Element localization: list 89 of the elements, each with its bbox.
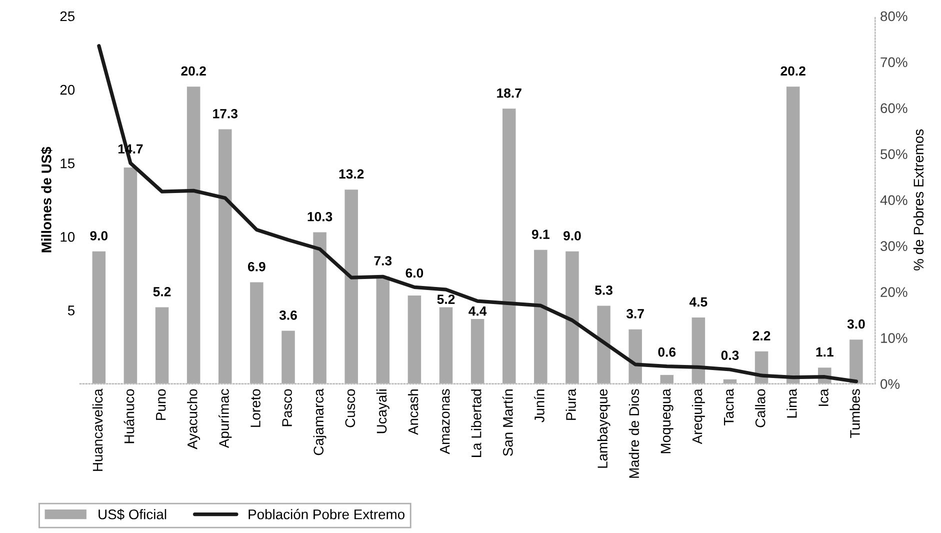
bar [566, 251, 579, 384]
x-tick-label: San Martín [502, 390, 513, 456]
bar [534, 250, 548, 384]
data-label: 3.0 [847, 319, 865, 329]
x-tick-label: La Libertad [471, 390, 482, 457]
bar [439, 307, 453, 384]
data-label: 4.4 [468, 306, 487, 316]
x-tick-label: Ucayali [376, 390, 390, 434]
data-label: 3.7 [626, 309, 644, 318]
data-label: 6.9 [248, 262, 266, 272]
legend-label: US$ Oficial [98, 508, 166, 520]
x-tick-label: Cusco [345, 389, 356, 428]
y2-tick-label: 60% [880, 103, 908, 114]
bar [250, 282, 264, 384]
x-tick-label: Apurímac [218, 388, 232, 448]
data-label: 20.2 [780, 66, 806, 76]
y-tick-label: 20 [60, 84, 75, 95]
data-label: 9.0 [90, 231, 108, 240]
x-tick-label: Cajamarca [313, 388, 326, 456]
y2-axis-title: % de Pobres Extremos [913, 129, 924, 270]
x-tick-label: Huancavelica [92, 388, 103, 471]
x-tick-label: Tumbes [850, 389, 860, 438]
data-label: 5.2 [153, 286, 171, 296]
x-tick-label: Puno [156, 389, 166, 420]
bar [502, 108, 516, 384]
bar [344, 190, 358, 384]
y2-tick-label: 30% [880, 241, 908, 252]
data-label: 9.0 [564, 231, 581, 240]
data-label: 3.6 [279, 310, 297, 320]
x-tick-label: Madre de Dios [628, 389, 640, 478]
data-label: 17.3 [213, 108, 238, 118]
y-tick-label: 5 [68, 306, 75, 316]
bar [124, 168, 138, 384]
data-label: 6.0 [406, 268, 424, 278]
data-label: 9.1 [532, 230, 550, 239]
bar [786, 86, 800, 384]
x-tick-label: Pasco [282, 389, 292, 426]
bar [155, 307, 169, 384]
x-tick-label: Lima [786, 388, 797, 418]
legend-label: Población Pobre Extremo [248, 508, 404, 520]
data-label: 10.3 [308, 212, 332, 222]
x-tick-label: Lambayeque [597, 389, 610, 468]
bar [282, 330, 295, 384]
data-label: 7.3 [374, 256, 392, 266]
data-label: 13.2 [339, 169, 364, 179]
x-tick-label: Callao [755, 389, 766, 428]
data-label: 20.2 [181, 66, 206, 76]
y-tick-label: 10 [60, 232, 75, 242]
x-tick-label: Ancash [408, 390, 418, 435]
data-label: 0.3 [721, 350, 739, 360]
bar [92, 251, 106, 384]
x-tick-label: Amazonas [440, 389, 450, 454]
x-tick-label: Piura [566, 388, 576, 420]
bar [408, 295, 422, 384]
bar [470, 319, 484, 384]
bar [628, 329, 642, 384]
data-label: 1.1 [816, 347, 834, 357]
bar [376, 276, 390, 384]
x-tick-label: Loreto [250, 389, 260, 427]
y2-tick-label: 50% [880, 149, 908, 160]
x-tick-label: Junín [534, 390, 544, 422]
y2-tick-label: 20% [880, 287, 908, 297]
y-axis-title: Millones de US$ [40, 146, 52, 252]
bar [186, 86, 200, 384]
x-tick-label: Moquegua [660, 388, 674, 454]
bar [218, 129, 232, 384]
bar [850, 340, 863, 384]
data-label: 18.7 [497, 88, 522, 98]
data-label: 4.5 [689, 297, 708, 307]
x-tick-label: Ica [818, 388, 828, 406]
bar [660, 374, 674, 384]
y2-tick-label: 40% [880, 195, 908, 206]
y2-tick-label: 70% [880, 57, 908, 68]
bar [597, 306, 610, 384]
x-tick-label: Ayacucho [187, 389, 200, 450]
data-label: 0.6 [658, 347, 676, 357]
x-tick-label: Arequipa [692, 388, 705, 444]
bar [313, 232, 326, 384]
bar [692, 318, 706, 384]
x-tick-label: Tacna [724, 388, 734, 426]
y2-tick-label: 10% [881, 333, 908, 343]
y-tick-label: 25 [60, 11, 75, 22]
y-tick-label: 15 [60, 158, 75, 168]
data-label: 2.2 [752, 331, 770, 340]
y2-tick-label: 0% [880, 379, 900, 389]
data-label: 5.2 [437, 294, 455, 304]
x-tick-label: Huánuco [124, 389, 134, 444]
data-label: 5.3 [595, 286, 612, 295]
y2-tick-label: 80% [880, 11, 908, 22]
